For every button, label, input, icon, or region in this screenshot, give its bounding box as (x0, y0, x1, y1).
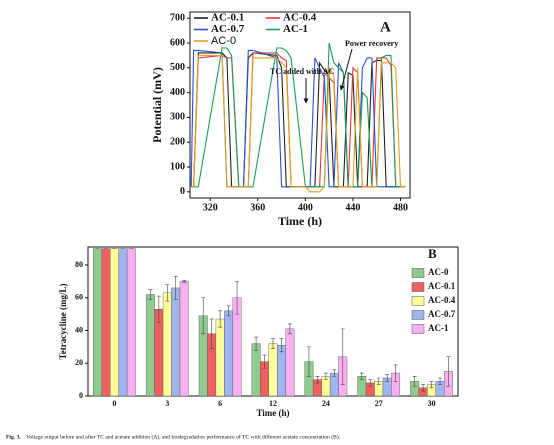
x-tick-label: 480 (393, 202, 408, 213)
bar (109, 248, 119, 397)
legend-label: AC-0.1 (211, 12, 244, 24)
bar (268, 343, 278, 397)
panel-label: A (380, 19, 391, 35)
annotation-arrow (339, 48, 353, 91)
error-bar (421, 384, 426, 392)
error-bar (226, 305, 231, 317)
legend-swatch (411, 310, 425, 320)
x-tick-label: 440 (345, 202, 360, 213)
error-bar (262, 354, 267, 369)
error-bar (446, 356, 451, 387)
x-tick-label: 6 (218, 399, 222, 408)
panel-label: B (428, 246, 437, 261)
bar (171, 287, 181, 397)
bar (118, 248, 128, 397)
error-bar (218, 310, 223, 328)
error-bar (182, 280, 187, 283)
legend-label: AC-0 (428, 267, 449, 277)
error-bar (340, 328, 345, 385)
x-tick-label: 27 (375, 399, 383, 408)
error-bar (148, 289, 153, 300)
x-tick-label: 400 (298, 202, 313, 213)
bar (145, 294, 155, 397)
x-tick-label: 0 (112, 399, 116, 408)
legend-label: AC-0.1 (428, 281, 456, 291)
y-tick-label: 60 (75, 293, 83, 302)
bar (93, 248, 102, 397)
error-bar (156, 295, 161, 323)
x-tick-label: 30 (428, 399, 436, 408)
error-bar (393, 364, 398, 382)
x-tick-label: 24 (322, 399, 330, 408)
error-bar (209, 318, 214, 349)
error-bar (438, 377, 443, 385)
plot-frame (189, 11, 411, 199)
error-bar (332, 369, 337, 377)
bar (277, 345, 286, 397)
bar (101, 248, 111, 397)
annotation: Power recovery (345, 39, 398, 48)
error-bar (368, 379, 373, 387)
y-tick-label: 0 (79, 391, 83, 400)
y-tick-label: 100 (170, 161, 185, 172)
error-bar (235, 281, 240, 315)
error-bar (279, 338, 284, 353)
bar (285, 328, 295, 397)
bar (215, 318, 225, 397)
y-tick-label: 700 (170, 12, 185, 23)
x-tick-label: 12 (269, 399, 277, 408)
y-tick-label: 80 (75, 260, 83, 269)
error-bar (376, 377, 381, 385)
legend-label: AC-0.7 (428, 309, 456, 319)
legend-swatch (411, 282, 425, 292)
annotation: TC added with AC (270, 67, 334, 76)
y-tick-label: 500 (170, 62, 185, 73)
bar (162, 292, 172, 397)
x-tick-label: 320 (203, 202, 218, 213)
y-tick-label: 600 (170, 37, 185, 48)
y-tick-label: 300 (170, 112, 185, 123)
y-tick-label: 200 (170, 136, 185, 147)
y-tick-label: 40 (75, 325, 83, 334)
error-bar (254, 336, 259, 351)
error-bar (429, 380, 434, 389)
x-tick-label: 360 (250, 202, 265, 213)
y-tick-label: 0 (180, 186, 185, 197)
y-tick-label: 20 (75, 358, 83, 367)
legend-swatch (411, 324, 425, 334)
error-bar (165, 284, 170, 302)
y-tick-label: 400 (170, 87, 185, 98)
error-bar (173, 276, 178, 300)
error-bar (385, 374, 390, 382)
legend-label: AC-0.4 (283, 12, 317, 24)
y-axis-label: Tetracycline (mg/L) (58, 284, 68, 360)
y-axis-label: Potential (mV) (150, 67, 164, 143)
error-bar (323, 372, 328, 380)
legend-swatch (411, 268, 425, 278)
legend-label: AC-0.7 (211, 23, 245, 35)
x-axis-label: Time (h) (278, 214, 322, 228)
bar (224, 310, 234, 397)
caption-label: Fig. 3. (6, 434, 21, 440)
error-bar (306, 346, 311, 377)
error-bar (359, 372, 364, 380)
bar (179, 281, 189, 397)
legend-label: AC-0.4 (428, 295, 456, 305)
error-bar (201, 297, 206, 335)
error-bar (412, 376, 417, 387)
bar (126, 248, 136, 397)
error-bar (271, 338, 275, 349)
x-tick-label: 3 (165, 399, 169, 408)
series-line (191, 54, 406, 193)
legend-label: AC-1 (283, 23, 308, 35)
legend-label: AC-0 (211, 35, 236, 47)
error-bar (315, 376, 320, 384)
legend-swatch (411, 296, 425, 306)
bar (251, 343, 261, 397)
legend-label: AC-1 (428, 323, 449, 333)
x-axis-label: Time (h) (256, 408, 289, 418)
error-bar (287, 323, 292, 335)
caption: Voltage output before and after TC and a… (26, 433, 341, 440)
